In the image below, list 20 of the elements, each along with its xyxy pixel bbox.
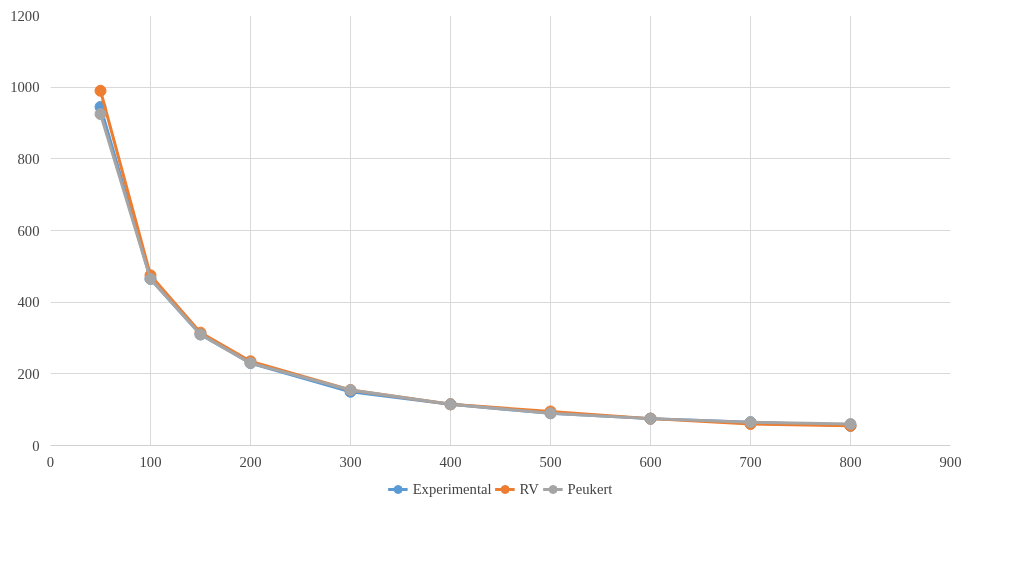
y-tick-label: 1000 — [10, 79, 40, 96]
x-tick-label: 0 — [46, 453, 55, 470]
x-tick-label: 900 — [939, 453, 962, 470]
legend-label: Experimental — [412, 480, 492, 498]
y-tick-label: 600 — [17, 222, 40, 239]
legend-label: Peukert — [567, 480, 613, 498]
y-tick-label: 400 — [17, 294, 40, 311]
y-tick-label: 0 — [32, 437, 40, 454]
y-tick-label: 200 — [17, 365, 40, 382]
x-tick-label: 600 — [639, 453, 662, 470]
x-tick-label: 200 — [239, 453, 262, 470]
x-tick-label: 700 — [739, 453, 762, 470]
x-tick-label: 800 — [839, 453, 862, 470]
y-tick-label: 1200 — [10, 7, 40, 24]
x-tick-label: 400 — [439, 453, 462, 470]
legend-label: RV — [519, 480, 540, 498]
x-tick-label: 300 — [339, 453, 362, 470]
y-tick-label: 800 — [17, 150, 40, 167]
x-tick-label: 500 — [539, 453, 562, 470]
x-tick-label: 100 — [139, 453, 162, 470]
